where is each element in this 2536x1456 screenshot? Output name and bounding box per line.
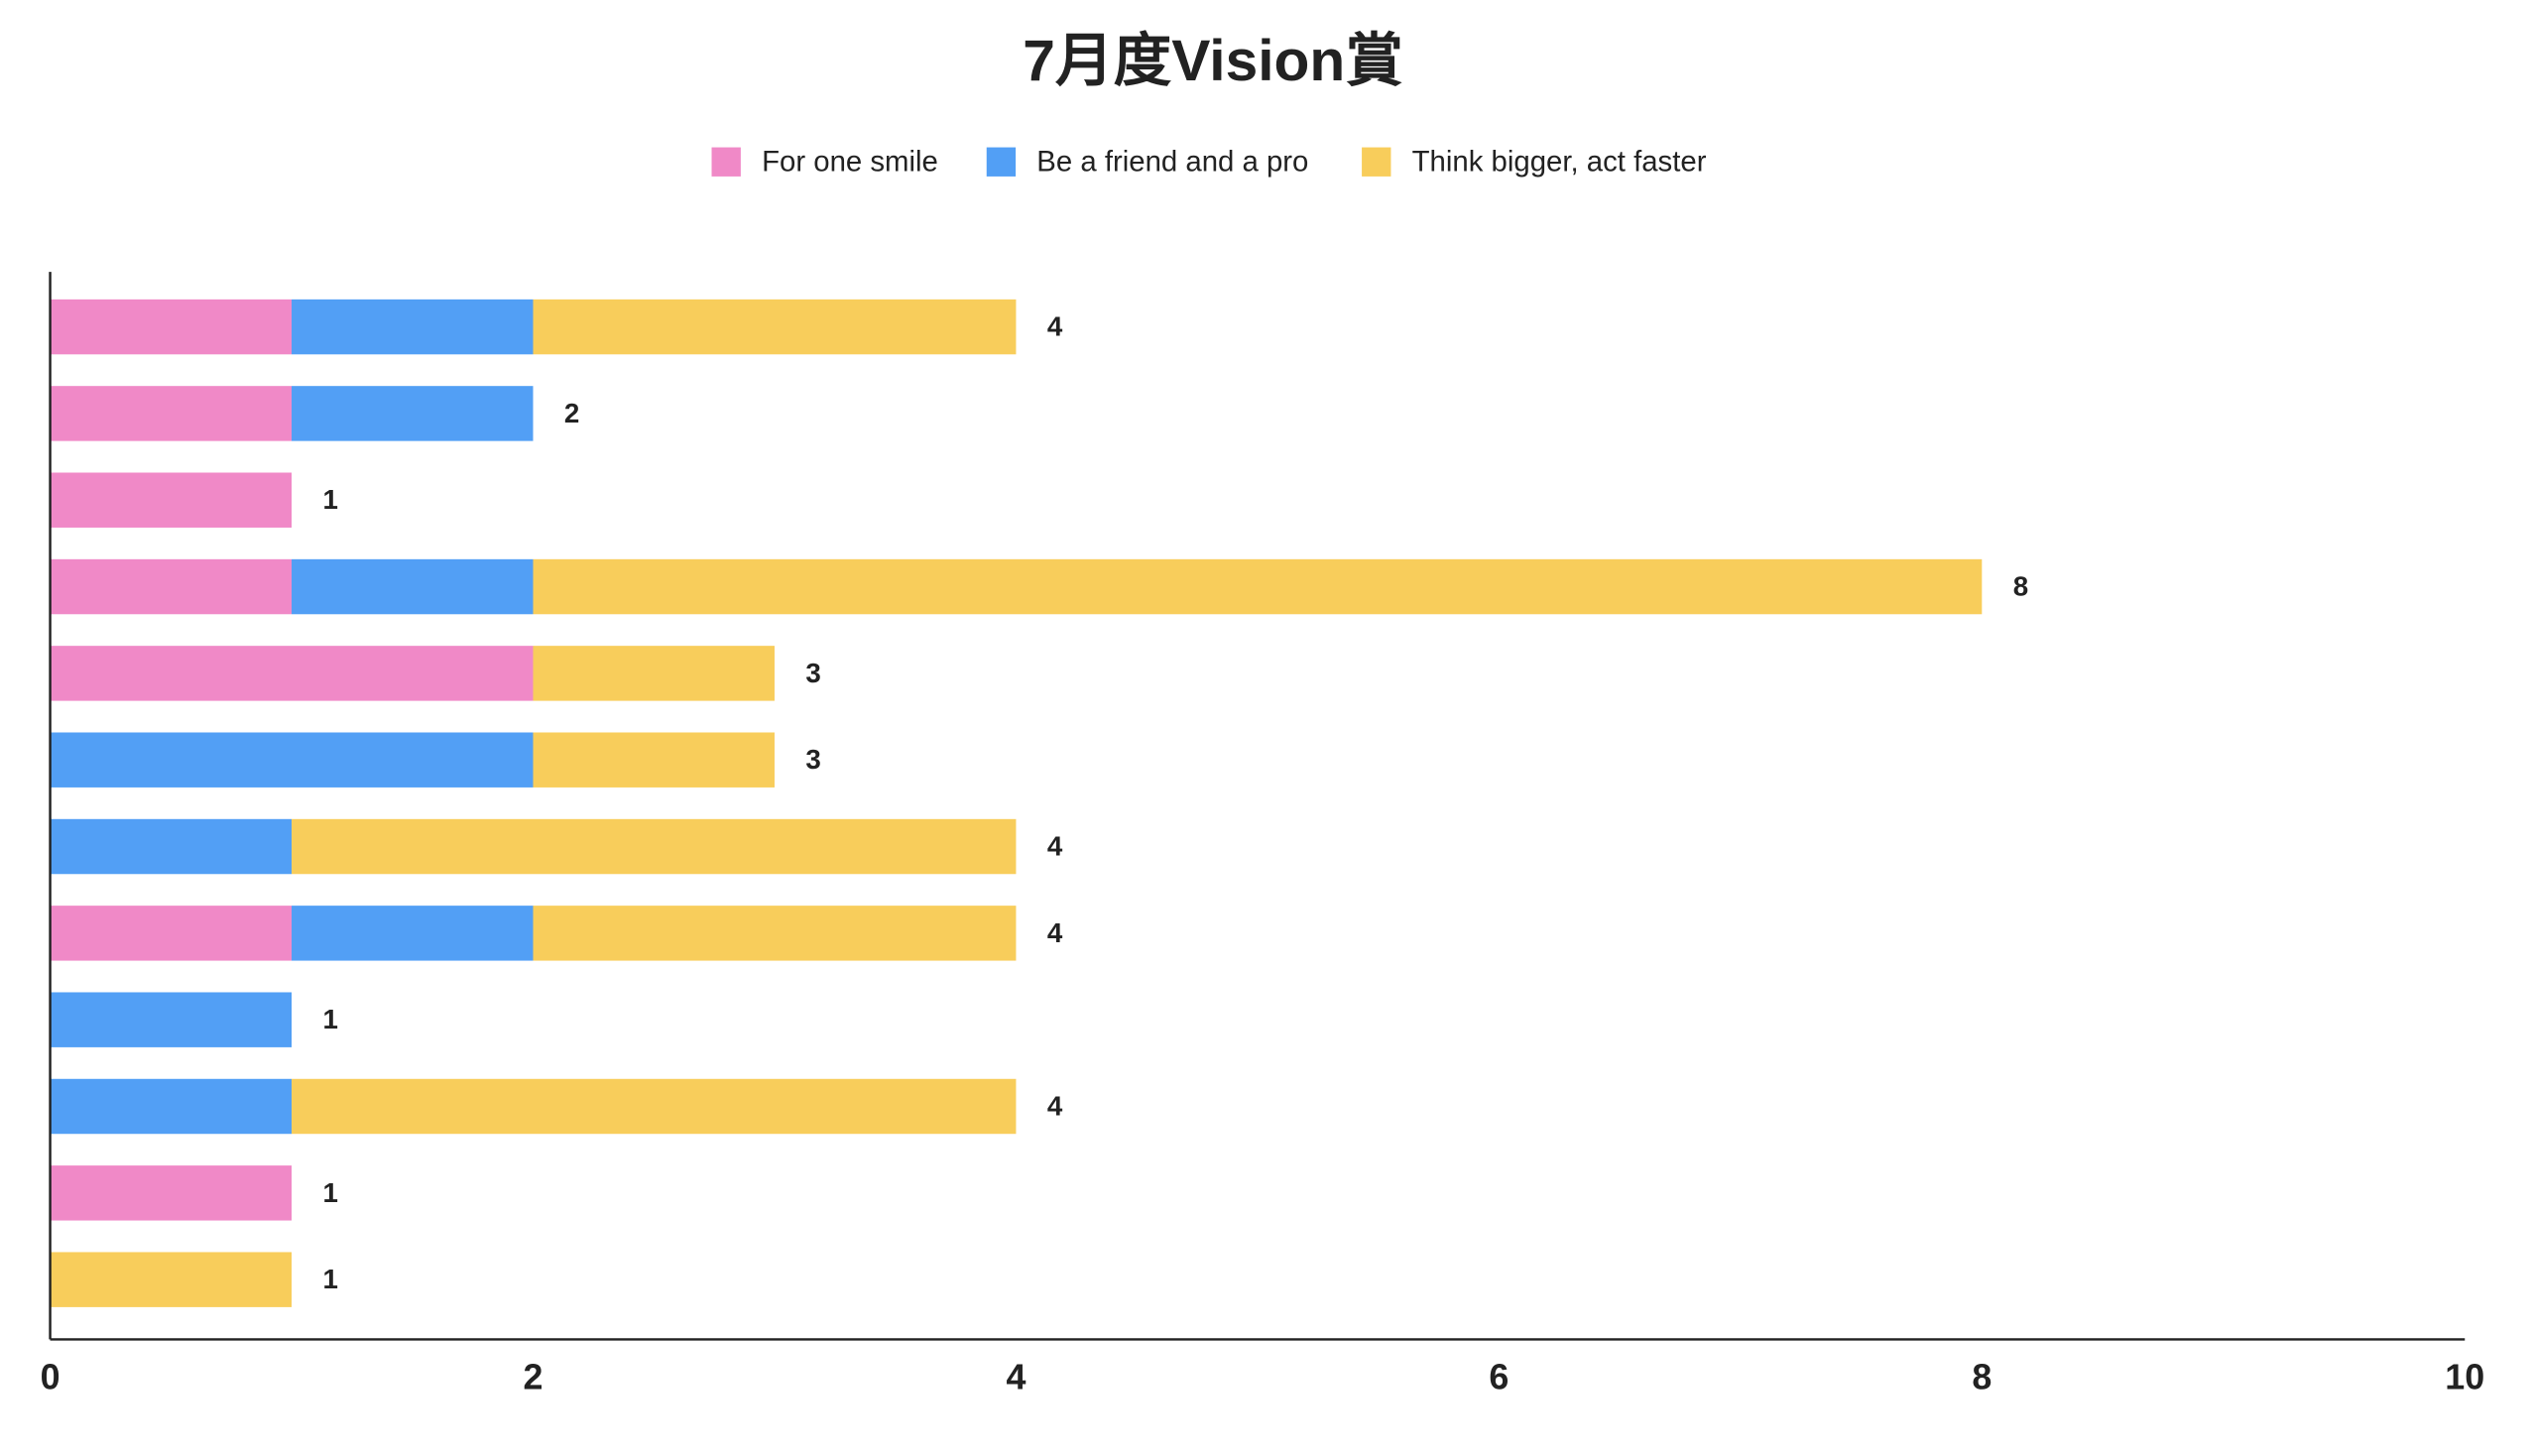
bar-segment (50, 472, 293, 528)
bar-segment (292, 1078, 1017, 1135)
total-label: 4 (1047, 311, 1063, 342)
total-label: 4 (1047, 1090, 1063, 1121)
total-label: 1 (322, 1264, 337, 1294)
legend-swatch (711, 147, 741, 177)
total-label: 1 (322, 484, 337, 515)
total-label: 3 (805, 658, 820, 688)
bar-segment (50, 1165, 293, 1221)
legend-swatch (1362, 147, 1391, 177)
x-tick-label: 6 (1489, 1358, 1509, 1397)
bar-segment (533, 906, 1017, 961)
bar-segment (533, 732, 775, 788)
total-label: 2 (564, 398, 579, 428)
total-label: 3 (805, 744, 820, 775)
x-tick-label: 0 (41, 1358, 60, 1397)
bar-segment (292, 558, 534, 615)
bar-segment (292, 386, 534, 441)
bar-segment (50, 992, 293, 1047)
bar-segment (50, 1078, 293, 1135)
legend-swatch (986, 147, 1017, 177)
bar-segment (50, 386, 293, 441)
x-tick-label: 8 (1972, 1358, 1992, 1397)
bar-segment (292, 906, 534, 961)
chart-title: 7月度Vision賞 (1023, 29, 1403, 93)
bar-segment (292, 299, 534, 355)
x-tick-label: 4 (1006, 1358, 1026, 1397)
total-label: 1 (322, 1177, 337, 1208)
bar-segment (50, 558, 293, 615)
total-label: 8 (2013, 571, 2028, 602)
bar-segment (533, 646, 775, 701)
total-label: 4 (1047, 830, 1063, 861)
bar-segment (292, 818, 1017, 875)
bar-segment (50, 299, 293, 355)
bar-segment (533, 558, 1983, 615)
x-tick-label: 2 (524, 1358, 543, 1397)
x-tick-label: 10 (2445, 1358, 2484, 1397)
bar-segment (533, 299, 1017, 355)
legend-label: For one smile (762, 146, 938, 179)
bar-segment (50, 818, 293, 875)
bar-segment (50, 646, 534, 701)
bar-segment (50, 1252, 293, 1307)
bar-segment (50, 906, 293, 961)
bar-segment (50, 732, 534, 788)
total-label: 1 (322, 1004, 337, 1034)
legend-label: Think bigger, act faster (1412, 146, 1707, 179)
total-label: 4 (1047, 917, 1063, 948)
legend-label: Be a friend and a pro (1036, 146, 1308, 179)
